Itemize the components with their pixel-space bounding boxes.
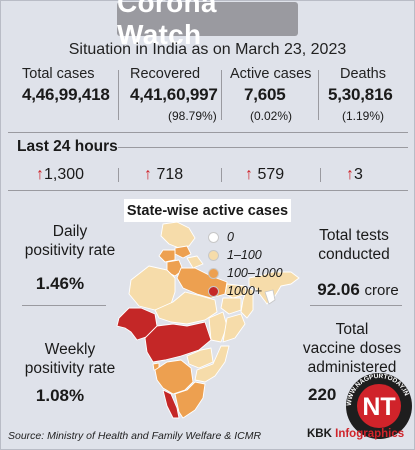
map-region	[248, 271, 300, 305]
divider	[118, 147, 408, 148]
divider	[221, 70, 222, 120]
stat-label: Total cases	[22, 66, 95, 82]
map-title: State-wise active cases	[124, 199, 291, 222]
divider	[118, 168, 119, 182]
map-region	[186, 347, 214, 369]
weekly-positivity-label: Weekly positivity rate	[24, 341, 116, 377]
map-region	[174, 381, 206, 419]
stat-deaths: Deaths 5,30,816 (1.19%)	[328, 66, 393, 123]
divider	[310, 305, 402, 306]
map-region	[194, 345, 230, 383]
divider	[22, 305, 106, 306]
vaccine-doses-label: Total vaccine doses administered	[302, 321, 402, 376]
divider	[221, 168, 222, 182]
legend-swatch	[208, 285, 219, 297]
page-subtitle: Situation in India as on March 23, 2023	[68, 41, 347, 58]
stat-label: Recovered	[130, 66, 201, 82]
weekly-positivity-value: 1.08%	[35, 386, 85, 405]
increase-active-cases: ↑ 579	[245, 166, 285, 183]
stat-value: 5,30,816	[328, 85, 393, 104]
map-region	[160, 222, 196, 249]
map-region	[158, 249, 176, 263]
total-tests-value: 92.06 crore	[317, 280, 399, 299]
increase-recovered: ↑ 718	[144, 166, 184, 183]
stat-label: Deaths	[340, 66, 386, 82]
stat-value: 7,605	[244, 85, 286, 104]
vaccine-doses-value: 220	[308, 385, 337, 404]
source-note: Source: Ministry of Health and Family We…	[8, 430, 262, 442]
legend-item: 1000+	[208, 282, 283, 300]
legend-item: 100–1000	[208, 264, 283, 282]
stat-percent: (1.19%)	[342, 109, 385, 123]
divider	[320, 168, 321, 182]
logo-core	[357, 384, 401, 428]
page-title: Corona Watch	[117, 0, 298, 50]
divider	[8, 132, 408, 133]
legend-swatch	[208, 231, 219, 243]
daily-positivity-value: 1.46%	[35, 274, 85, 293]
map-region	[224, 283, 248, 299]
legend-item: 0	[208, 228, 283, 246]
map-region	[220, 297, 242, 315]
map-region	[162, 389, 180, 419]
stat-value: 4,41,60,997	[130, 85, 218, 104]
map-region	[174, 245, 192, 259]
map-region	[222, 313, 246, 343]
stat-percent: (98.79%)	[168, 109, 217, 123]
divider	[118, 70, 119, 120]
map-region	[240, 287, 254, 319]
legend-swatch	[208, 267, 219, 279]
map-region	[128, 265, 176, 311]
map-region	[154, 359, 194, 395]
credit-label: KBK Infographics	[307, 428, 405, 440]
arrow-up-icon: ↑	[245, 166, 253, 183]
stat-active-cases: Active cases 7,605 (0.02%)	[230, 66, 311, 123]
stat-percent: (0.02%)	[250, 109, 293, 123]
arrow-up-icon: ↑	[36, 166, 44, 183]
legend-swatch	[208, 249, 219, 261]
arrow-up-icon: ↑	[144, 166, 152, 183]
map-region	[154, 291, 218, 325]
logo-text: NT	[362, 393, 395, 421]
map-region	[264, 289, 276, 305]
stat-value: 4,46,99,418	[22, 85, 110, 104]
nagpur-today-logo: NT WWW.NAGPURTODAY.IN	[346, 373, 412, 439]
map-region	[144, 321, 212, 363]
divider	[8, 190, 408, 191]
stat-recovered: Recovered 4,41,60,997 (98.79%)	[130, 66, 218, 123]
legend-item: 1–100	[208, 246, 283, 264]
stat-label: Active cases	[230, 66, 312, 82]
increase-deaths: ↑3	[346, 166, 363, 183]
arrow-up-icon: ↑	[346, 166, 354, 183]
map-legend: 0 1–100 100–1000 1000+	[208, 228, 283, 300]
daily-positivity-label: Daily positivity rate	[24, 223, 116, 259]
map-region	[186, 255, 204, 269]
stat-total-cases: Total cases 4,46,99,418	[22, 66, 110, 105]
divider	[318, 70, 319, 120]
total-tests-label: Total tests conducted	[318, 227, 390, 263]
increase-total-cases: ↑1,300	[36, 166, 85, 183]
last-24-hours-heading: Last 24 hours	[17, 138, 118, 155]
